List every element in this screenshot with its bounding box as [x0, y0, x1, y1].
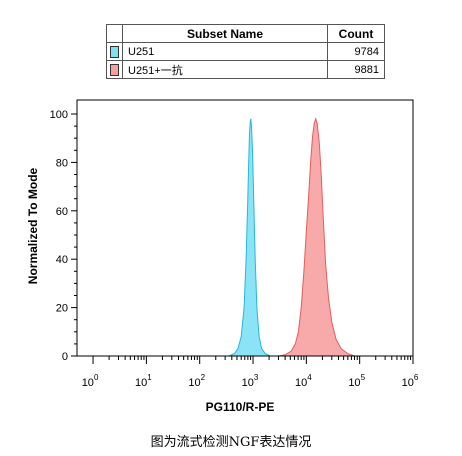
histogram-chart: 100 101 102 103 104 105 106 0 20 40 60 80 100 PG110… [26, 99, 419, 414]
legend-table: Subset Name Count U251 9784 U251+一抗 9881 [106, 24, 385, 79]
histogram-series-u251-antibody [278, 117, 355, 357]
y-tick-label: 20 [56, 303, 68, 315]
x-tick-label: 105 [348, 373, 365, 389]
x-axis-label: PG110/R-PE [206, 400, 275, 414]
legend-row-name: U251+一抗 [122, 60, 328, 79]
legend-swatch-u251-antibody [110, 63, 119, 76]
y-tick-label: 0 [62, 351, 68, 363]
legend-header-row: Subset Name Count [106, 24, 385, 43]
y-tick-label: 100 [50, 109, 68, 121]
x-tick-label: 101 [135, 373, 152, 389]
x-tick-label: 103 [242, 373, 259, 389]
legend-row-count: 9881 [327, 60, 385, 79]
y-axis-label: Normalized To Mode [26, 167, 40, 284]
x-tick-label: 102 [188, 373, 205, 389]
y-tick-label: 40 [56, 254, 68, 266]
legend-row: U251+一抗 9881 [106, 60, 385, 79]
y-tick-label: 80 [56, 157, 68, 169]
figure-caption: 图为流式检测NGF表达情况 [150, 435, 312, 450]
legend-swatch-u251 [110, 45, 119, 58]
legend-row: U251 9784 [106, 42, 385, 61]
y-tick-label: 60 [56, 206, 68, 218]
x-tick-label: 106 [402, 373, 419, 389]
x-tick-label: 104 [295, 373, 312, 389]
histogram-series-u251 [228, 118, 271, 357]
legend-row-count: 9784 [327, 42, 385, 61]
x-tick-label: 100 [82, 373, 99, 389]
